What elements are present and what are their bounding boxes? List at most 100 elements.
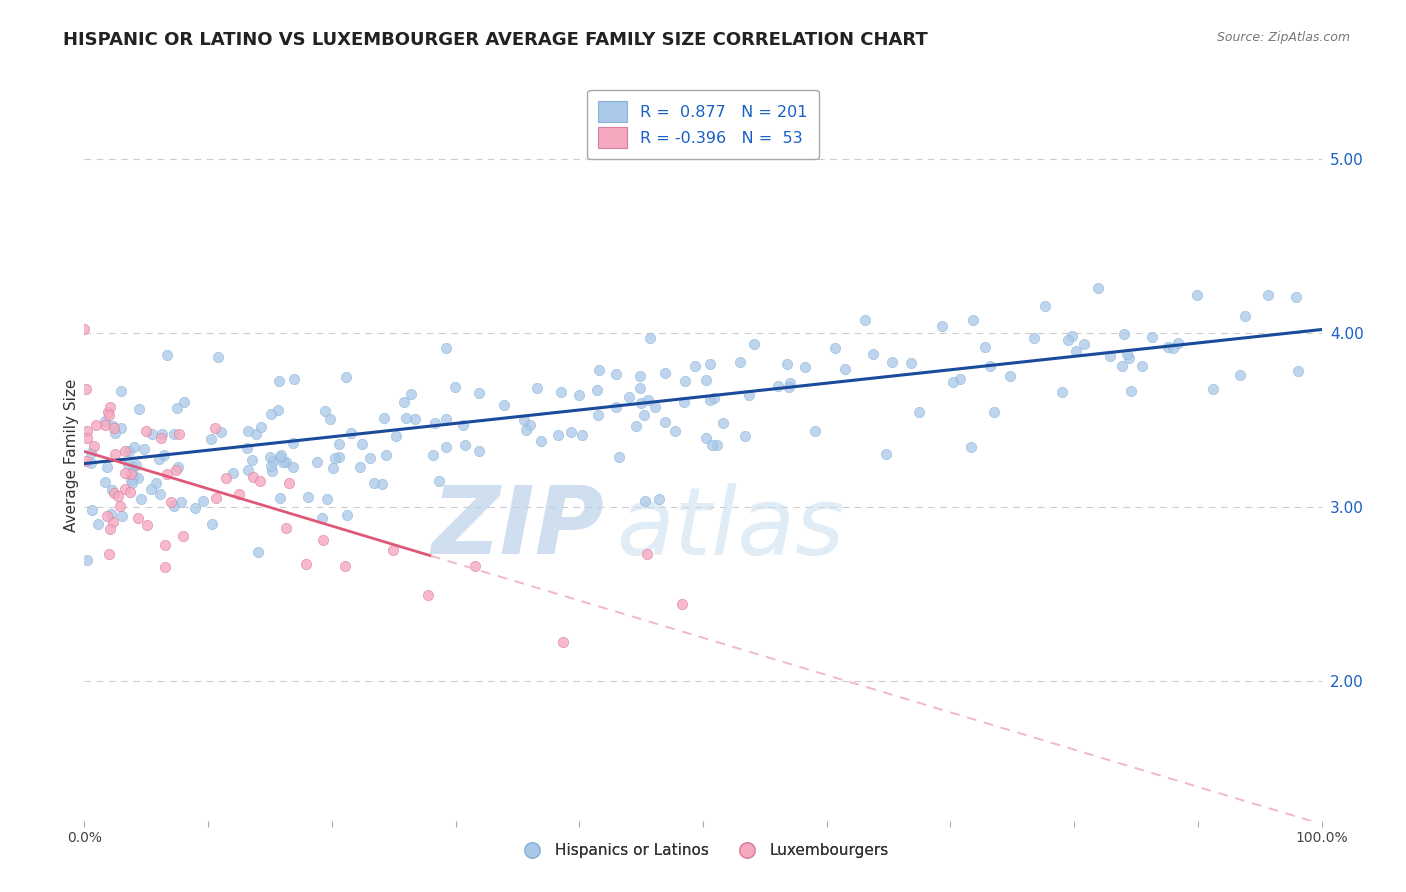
Point	[371, 477, 394, 491]
Point	[1130, 359, 1153, 373]
Point	[363, 476, 385, 491]
Point	[586, 383, 609, 397]
Point	[526, 381, 548, 395]
Point	[695, 431, 717, 445]
Point	[100, 483, 122, 497]
Point	[907, 404, 929, 418]
Point	[434, 412, 457, 426]
Point	[350, 437, 373, 451]
Point	[1112, 326, 1135, 341]
Point	[637, 392, 659, 407]
Point	[110, 421, 132, 435]
Point	[114, 444, 136, 458]
Point	[122, 468, 145, 483]
Point	[80, 445, 103, 459]
Point	[235, 441, 257, 455]
Point	[97, 405, 120, 419]
Point	[93, 414, 115, 428]
Point	[336, 508, 359, 523]
Point	[156, 467, 179, 482]
Point	[553, 634, 575, 648]
Point	[249, 474, 271, 488]
Point	[75, 382, 97, 396]
Point	[136, 518, 159, 533]
Point	[172, 529, 194, 543]
Point	[695, 372, 717, 386]
Point	[1185, 287, 1208, 301]
Point	[127, 470, 149, 484]
Point	[98, 547, 121, 561]
Point	[1140, 330, 1163, 344]
Point	[266, 403, 288, 417]
Point	[778, 380, 800, 394]
Point	[149, 487, 172, 501]
Point	[880, 355, 903, 369]
Point	[328, 450, 350, 464]
Point	[103, 486, 125, 500]
Point	[271, 455, 294, 469]
Point	[214, 470, 236, 484]
Point	[125, 458, 148, 472]
Point	[673, 375, 696, 389]
Point	[834, 362, 856, 376]
Point	[422, 448, 444, 462]
Point	[335, 558, 357, 573]
Point	[262, 464, 284, 478]
Point	[434, 440, 457, 454]
Point	[269, 491, 291, 505]
Text: atlas: atlas	[616, 483, 845, 574]
Point	[245, 426, 267, 441]
Point	[742, 337, 765, 351]
Point	[319, 412, 342, 426]
Point	[153, 537, 176, 551]
Point	[973, 340, 995, 354]
Point	[494, 398, 516, 412]
Point	[423, 416, 446, 430]
Point	[636, 547, 658, 561]
Point	[150, 427, 173, 442]
Point	[98, 523, 121, 537]
Point	[979, 359, 1001, 373]
Point	[148, 451, 170, 466]
Point	[100, 507, 122, 521]
Point	[779, 376, 801, 390]
Point	[560, 425, 582, 440]
Point	[734, 428, 756, 442]
Point	[706, 438, 728, 452]
Point	[395, 410, 418, 425]
Point	[699, 357, 721, 371]
Point	[98, 400, 121, 414]
Point	[75, 454, 97, 468]
Point	[76, 431, 98, 445]
Point	[101, 515, 124, 529]
Point	[207, 350, 229, 364]
Point	[80, 502, 103, 516]
Point	[242, 469, 264, 483]
Point	[127, 510, 149, 524]
Point	[108, 499, 131, 513]
Point	[250, 420, 273, 434]
Point	[110, 384, 132, 398]
Point	[515, 424, 537, 438]
Text: ZIP: ZIP	[432, 482, 605, 574]
Point	[270, 448, 292, 462]
Point	[1257, 287, 1279, 301]
Point	[98, 409, 121, 423]
Point	[699, 393, 721, 408]
Point	[246, 545, 269, 559]
Point	[118, 444, 141, 458]
Legend: Hispanics or Latinos, Luxembourgers: Hispanics or Latinos, Luxembourgers	[510, 837, 896, 864]
Point	[1099, 349, 1122, 363]
Point	[519, 418, 541, 433]
Point	[73, 322, 96, 336]
Point	[730, 354, 752, 368]
Point	[150, 431, 173, 445]
Point	[824, 341, 846, 355]
Point	[1057, 333, 1080, 347]
Point	[114, 482, 136, 496]
Point	[648, 491, 671, 506]
Point	[628, 368, 651, 383]
Point	[94, 475, 117, 490]
Point	[416, 588, 439, 602]
Point	[404, 412, 426, 426]
